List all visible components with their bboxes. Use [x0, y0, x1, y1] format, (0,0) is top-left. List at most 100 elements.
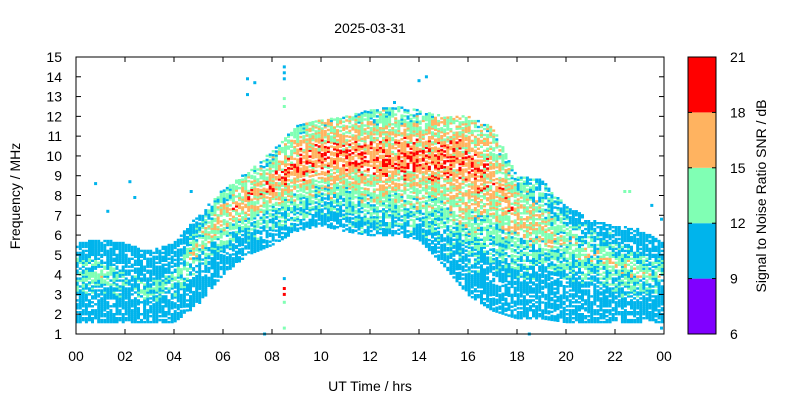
snr-point: [403, 142, 407, 145]
snr-point: [382, 229, 385, 233]
snr-point: [112, 318, 116, 322]
snr-point: [369, 176, 373, 179]
snr-point: [296, 130, 300, 134]
snr-point: [394, 156, 398, 160]
snr-point: [293, 223, 297, 226]
snr-point: [382, 174, 385, 177]
snr-point: [238, 250, 241, 253]
snr-point: [357, 188, 361, 191]
snr-point: [427, 232, 431, 236]
snr-point: [250, 188, 254, 191]
snr-point: [375, 170, 379, 173]
snr-point: [118, 247, 122, 251]
snr-point: [277, 166, 281, 169]
snr-point: [354, 172, 358, 175]
snr-point: [360, 117, 364, 121]
snr-point: [336, 162, 339, 166]
snr-point: [357, 131, 361, 134]
snr-point: [173, 290, 177, 293]
snr-point: [363, 138, 367, 141]
snr-point: [118, 259, 122, 262]
snr-point: [277, 162, 281, 165]
snr-point: [262, 221, 266, 224]
snr-point: [167, 267, 171, 270]
snr-point: [259, 236, 263, 239]
snr-point: [75, 269, 79, 272]
snr-point: [213, 203, 217, 207]
snr-point: [280, 146, 284, 150]
snr-point: [244, 180, 248, 183]
snr-point: [103, 281, 107, 284]
snr-point: [256, 182, 260, 185]
snr-point: [305, 211, 309, 214]
snr-point: [333, 175, 336, 179]
snr-point: [409, 123, 413, 127]
snr-point: [357, 180, 361, 183]
snr-point: [127, 281, 131, 284]
snr-point: [225, 198, 229, 202]
snr-point: [348, 226, 352, 229]
snr-point: [250, 248, 254, 251]
snr-point: [287, 183, 290, 186]
snr-point: [280, 237, 284, 241]
snr-point: [317, 137, 321, 140]
snr-point: [216, 257, 220, 260]
snr-point: [372, 182, 376, 185]
snr-point: [403, 217, 407, 221]
snr-point: [443, 245, 447, 248]
snr-point: [382, 204, 385, 207]
snr-point: [290, 199, 294, 202]
snr-point: [406, 127, 410, 130]
snr-point: [235, 221, 238, 224]
snr-point: [284, 214, 287, 217]
snr-point: [277, 168, 281, 171]
snr-point: [293, 157, 297, 161]
snr-point: [434, 233, 437, 236]
snr-point: [305, 140, 309, 143]
snr-point: [317, 202, 321, 206]
snr-point: [397, 185, 401, 188]
snr-point: [228, 190, 232, 193]
snr-point: [293, 167, 297, 170]
snr-point: [449, 173, 453, 176]
snr-point: [127, 259, 131, 262]
snr-point: [204, 226, 208, 230]
snr-point: [268, 171, 272, 174]
snr-point: [302, 156, 306, 160]
snr-point: [265, 224, 269, 227]
snr-point: [336, 176, 339, 179]
snr-point: [427, 132, 431, 135]
snr-point: [78, 279, 82, 282]
snr-point: [277, 211, 281, 215]
snr-point: [182, 305, 186, 308]
snr-point: [176, 268, 180, 271]
snr-point: [363, 191, 367, 194]
snr-point: [369, 154, 373, 158]
snr-point: [391, 218, 395, 221]
snr-point: [412, 130, 416, 133]
snr-point: [311, 144, 315, 148]
snr-point: [195, 223, 199, 226]
snr-point: [421, 153, 425, 156]
snr-point: [268, 165, 272, 168]
snr-point: [437, 193, 441, 196]
snr-point: [391, 202, 395, 205]
snr-point: [418, 225, 422, 228]
snr-point: [210, 205, 214, 209]
snr-point: [446, 156, 450, 159]
snr-point: [256, 172, 260, 175]
snr-point: [388, 125, 392, 128]
snr-point: [91, 263, 94, 266]
snr-point: [329, 212, 333, 216]
snr-point: [118, 285, 122, 288]
snr-point: [256, 207, 260, 211]
snr-point: [357, 198, 361, 201]
snr-point: [207, 203, 211, 206]
snr-point: [271, 235, 275, 238]
snr-point: [94, 243, 98, 247]
snr-point: [363, 163, 367, 167]
snr-point: [256, 211, 260, 215]
snr-point: [431, 141, 434, 144]
snr-point: [94, 279, 98, 282]
snr-point: [342, 158, 346, 161]
